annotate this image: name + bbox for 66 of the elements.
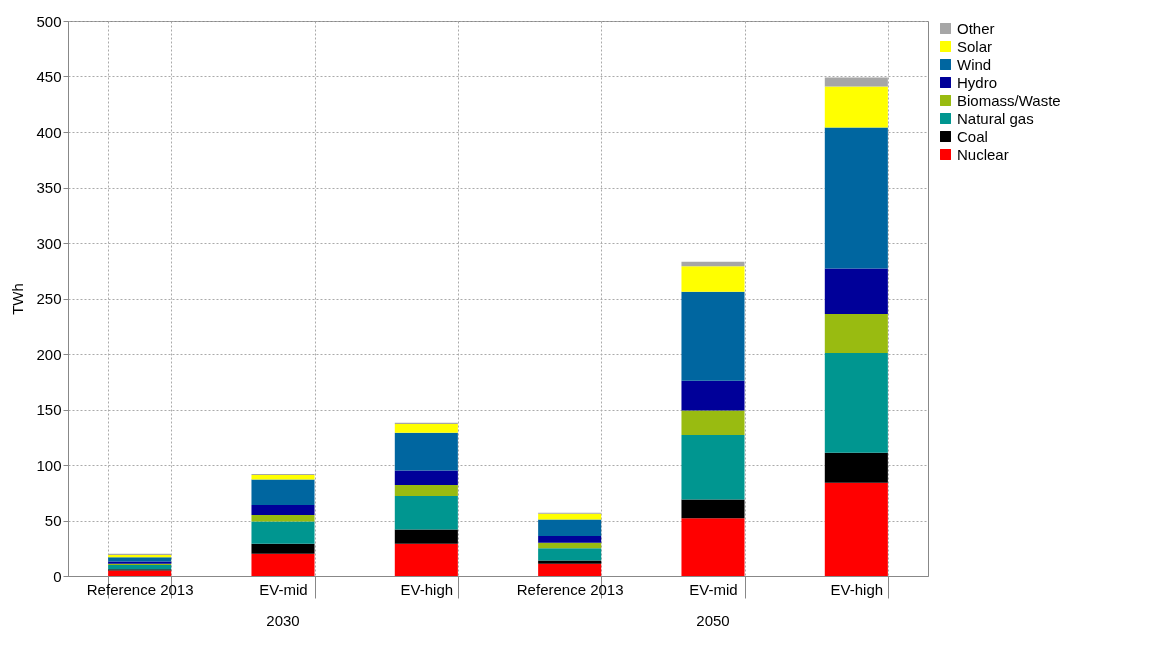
bar (824, 352, 888, 453)
bar (681, 435, 745, 500)
bar (681, 291, 745, 381)
bar (251, 514, 315, 522)
bar (538, 563, 602, 576)
y-tick-label: 0 (53, 567, 62, 585)
legend-label: Nuclear (957, 145, 1009, 163)
bar (108, 557, 172, 562)
y-tick-label: 350 (36, 179, 62, 196)
bar (538, 536, 602, 543)
bar (394, 543, 458, 576)
bar (108, 564, 172, 570)
bar (394, 484, 458, 497)
y-axis-title: TWh (9, 283, 27, 315)
bar (251, 553, 315, 576)
x-tick-label: EV-high (830, 580, 884, 598)
y-tick-label: 50 (44, 512, 62, 529)
legend-label: Natural gas (957, 109, 1034, 127)
x-tick-label: EV-high (400, 580, 454, 598)
y-tick-label: 250 (36, 290, 62, 307)
bar (394, 470, 458, 485)
x-tick-label: Reference 2013 (86, 580, 194, 598)
x-tick-label: EV-mid (689, 580, 738, 598)
y-tick-label: 450 (36, 68, 62, 85)
bar (394, 423, 458, 433)
bar (538, 513, 602, 520)
bar (538, 519, 602, 537)
bar (538, 560, 602, 564)
legend-label: Biomass/Waste (957, 91, 1061, 109)
bar (538, 542, 602, 549)
bar (681, 266, 745, 292)
bar (394, 432, 458, 471)
bar (681, 380, 745, 411)
y-tick-label: 200 (36, 345, 62, 363)
y-tick-label: 400 (36, 123, 62, 141)
y-tick-label: 500 (36, 12, 62, 30)
bar (394, 529, 458, 544)
bar (681, 518, 745, 576)
bar (251, 521, 315, 544)
bar (108, 570, 172, 576)
bar (681, 410, 745, 436)
bar (394, 496, 458, 530)
bar (824, 314, 888, 353)
bar (824, 86, 888, 128)
y-tick-label: 100 (36, 456, 62, 474)
bar (824, 127, 888, 269)
x-tick-label: EV-mid (259, 580, 308, 598)
bar (681, 499, 745, 519)
y-tick-label: 150 (36, 401, 62, 418)
bar (251, 479, 315, 505)
bar (251, 474, 315, 480)
legend-label: Solar (957, 37, 993, 55)
bar (251, 543, 315, 554)
bar (824, 482, 888, 576)
bar (824, 268, 888, 315)
legend-label: Other (957, 19, 995, 37)
bar (824, 452, 888, 483)
x-tick-label: Reference 2013 (516, 580, 624, 598)
legend-label: Coal (957, 127, 988, 145)
legend-label: Wind (957, 55, 992, 73)
bar (538, 548, 602, 561)
bar (251, 504, 315, 515)
legend-label: Hydro (957, 73, 998, 91)
y-tick-label: 300 (36, 234, 62, 252)
text: 2050 (696, 612, 730, 629)
text: 2030 (266, 612, 300, 629)
